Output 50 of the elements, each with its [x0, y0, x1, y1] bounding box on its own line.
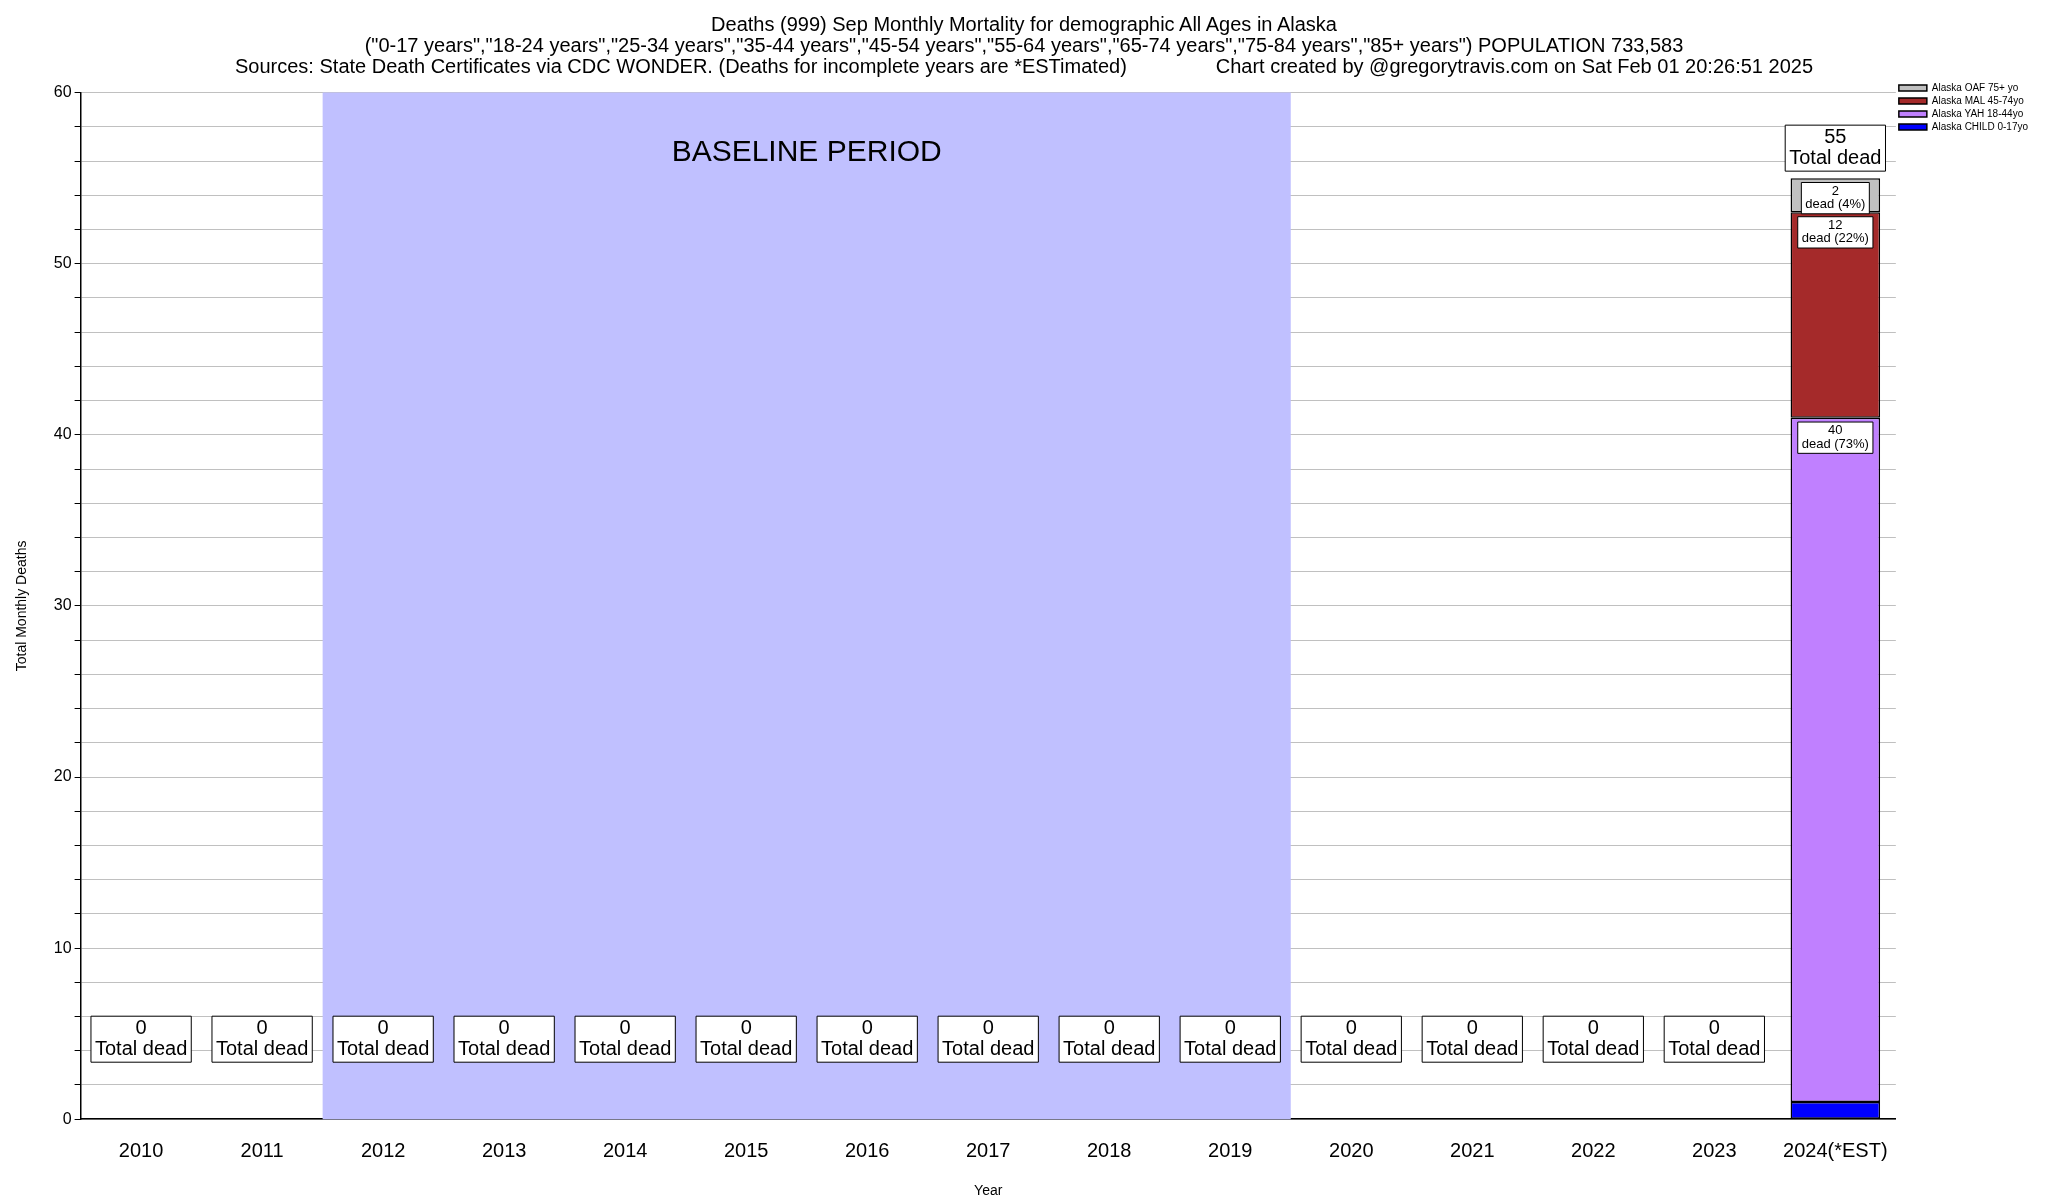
- total-label: 0 Total dead: [1305, 1015, 1398, 1059]
- total-label: 0 Total dead: [1063, 1015, 1156, 1059]
- x-axis-title: Year: [974, 1182, 1003, 1199]
- total-label: 55 Total dead: [1789, 124, 1882, 168]
- x-tick-label: 2023: [1692, 1138, 1737, 1161]
- text: Sources: State Death Certificates via CDC WONDER. (Deaths for incomplete years are *ESTimated) Chart created by @gregorytravis.com on Sat Feb 01 20:26:51 2025: [235, 55, 1813, 77]
- x-tick-label: 2020: [1329, 1138, 1374, 1161]
- legend-label: Alaska CHILD 0-17yo: [1931, 120, 2029, 132]
- y-tick-label: 50: [53, 254, 72, 272]
- y-axis-title: Total Monthly Deaths: [13, 540, 30, 672]
- y-tick-label: 10: [53, 938, 72, 956]
- total-label: 0 Total dead: [215, 1015, 309, 1059]
- chart-title: Deaths (999) Sep Monthly Mortality for demographic All Ages in Alaska: [710, 13, 1338, 35]
- data-label: 40 dead (73%): [1801, 422, 1869, 451]
- total-label: 0 Total dead: [94, 1015, 188, 1059]
- x-tick-label: 2018: [1086, 1138, 1132, 1161]
- band-label: BASELINE PERIOD: [671, 133, 942, 167]
- y-tick-label: 0: [62, 1109, 72, 1127]
- x-tick-label: 2013: [481, 1138, 527, 1161]
- x-tick-label: 2015: [723, 1138, 769, 1161]
- total-label: 0 Total dead: [336, 1015, 430, 1059]
- y-tick-label: 60: [53, 83, 72, 101]
- total-label: 0 Total dead: [1668, 1015, 1761, 1059]
- x-tick-label: 2012: [360, 1138, 406, 1161]
- total-label: 0 Total dead: [1547, 1015, 1640, 1059]
- y-tick-label: 20: [53, 767, 72, 785]
- y-tick-label: 30: [53, 596, 72, 614]
- data-label: 12 dead (22%): [1801, 216, 1869, 246]
- total-label: 0 Total dead: [458, 1015, 551, 1059]
- x-tick-label: 2010: [118, 1138, 164, 1161]
- total-label: 0 Total dead: [579, 1015, 672, 1059]
- y-tick-label: 40: [53, 425, 72, 443]
- x-tick-label: 2021: [1450, 1138, 1495, 1161]
- x-tick-label: 2016: [844, 1138, 890, 1161]
- data-label: 2 dead (4%): [1805, 182, 1866, 212]
- total-label: 0 Total dead: [1184, 1015, 1277, 1059]
- total-label: 0 Total dead: [942, 1015, 1035, 1059]
- x-tick-label: 2017: [965, 1138, 1011, 1161]
- x-tick-label: 2014: [602, 1138, 648, 1161]
- total-label: 0 Total dead: [1426, 1015, 1519, 1059]
- x-tick-label: 2019: [1208, 1138, 1253, 1161]
- x-tick-label: 2022: [1571, 1138, 1616, 1161]
- x-tick-label: 2024(*EST): [1783, 1138, 1888, 1161]
- total-label: 0 Total dead: [700, 1015, 793, 1059]
- legend-label: Alaska YAH 18-44yo: [1931, 107, 2024, 119]
- legend-label: Alaska MAL 45-74yo: [1931, 94, 2025, 106]
- total-label: 0 Total dead: [821, 1015, 914, 1059]
- chart-subtitle: ("0-17 years","18-24 years","25-34 years","35-44 years","45-54 years","55-64 years","65-74 years","75-84 years","85+ years") POPULATION 733,583: [363, 34, 1685, 56]
- x-tick-label: 2011: [240, 1138, 284, 1161]
- legend-label: Alaska OAF 75+ yo: [1931, 81, 2019, 93]
